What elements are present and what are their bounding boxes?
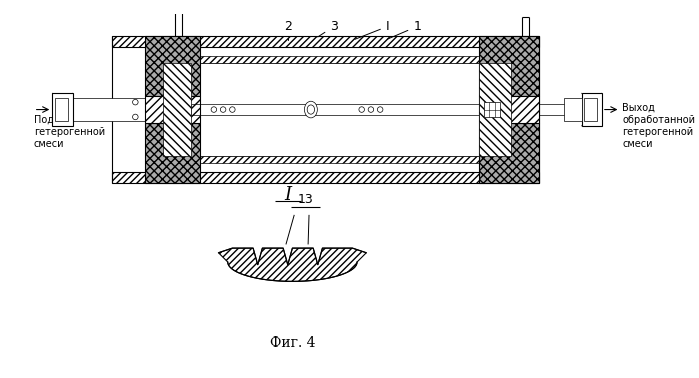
Text: Подача
гетерогенной
смеси: Подача гетерогенной смеси [34,114,105,149]
Bar [145,123,200,183]
Text: Фиг. 4: Фиг. 4 [270,336,315,350]
Bar [564,98,582,121]
Circle shape [229,107,235,112]
Circle shape [220,107,226,112]
Text: 1: 1 [387,20,421,39]
Bar [55,98,68,121]
Bar [113,172,539,183]
Bar [113,36,539,47]
Text: I: I [355,20,389,39]
Bar [163,64,512,156]
Bar [479,36,539,96]
Bar [479,123,539,183]
Bar [163,102,200,117]
Text: I: I [284,186,291,204]
Text: 3: 3 [318,20,338,37]
Bar [479,64,512,156]
Bar [145,36,200,96]
Bar [582,93,602,126]
Text: Выход
обработанной
гетерогенной
смеси: Выход обработанной гетерогенной смеси [622,102,696,149]
Bar [163,56,512,64]
Ellipse shape [304,101,317,118]
Circle shape [211,107,217,112]
Circle shape [359,107,364,112]
Bar [163,64,191,156]
Ellipse shape [307,105,315,114]
Bar [71,98,145,121]
Bar [584,98,597,121]
Bar [479,96,539,123]
Circle shape [133,114,138,120]
Text: 2: 2 [284,20,291,40]
Bar [145,96,200,123]
Bar [52,93,73,126]
Polygon shape [219,248,366,281]
Circle shape [377,107,383,112]
Text: 13: 13 [298,193,313,206]
Bar [163,156,512,163]
Circle shape [368,107,374,112]
Circle shape [133,99,138,105]
Bar [484,102,500,117]
